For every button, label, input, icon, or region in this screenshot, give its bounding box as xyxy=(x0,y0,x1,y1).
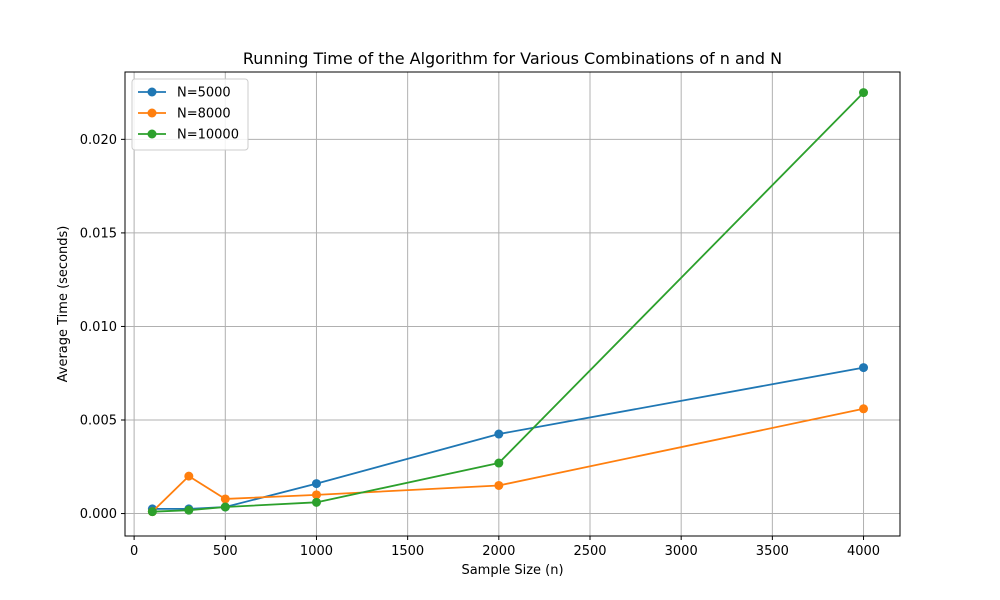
legend-box xyxy=(131,78,249,151)
data-point xyxy=(220,502,230,512)
data-point xyxy=(220,494,230,504)
legend-item: N=10000 xyxy=(138,128,239,143)
grid xyxy=(125,72,900,536)
plot-area-frame xyxy=(124,71,901,537)
legend-marker xyxy=(147,129,157,139)
x-tick-label: 1500 xyxy=(391,544,424,559)
x-axis-ticks: 0 500 1000 1500 2000 2500 3000 3500 4000 xyxy=(130,536,880,559)
x-tick-label: 2500 xyxy=(573,544,606,559)
series-line xyxy=(151,407,864,513)
legend: N=5000 N=8000 N=10000 xyxy=(131,78,249,151)
data-point xyxy=(147,507,157,517)
data-point xyxy=(859,404,869,414)
legend-item: N=8000 xyxy=(138,107,231,122)
y-axis-label: Average Time (seconds) xyxy=(56,226,71,383)
series-n-5000 xyxy=(147,363,869,514)
x-tick-label: 2000 xyxy=(482,544,515,559)
data-point xyxy=(311,479,321,489)
y-tick-label: 0.015 xyxy=(80,226,117,241)
legend-label: N=5000 xyxy=(177,86,231,101)
legend-item: N=5000 xyxy=(138,86,231,101)
chart-title: Running Time of the Algorithm for Variou… xyxy=(243,49,782,68)
series-n-10000 xyxy=(147,88,869,517)
x-tick-label: 4000 xyxy=(847,544,880,559)
legend-label: N=10000 xyxy=(177,128,239,143)
x-tick-label: 1000 xyxy=(300,544,333,559)
data-point xyxy=(311,497,321,507)
y-tick-label: 0.005 xyxy=(80,414,117,429)
x-tick-label: 500 xyxy=(213,544,238,559)
x-axis-label: Sample Size (n) xyxy=(461,563,563,578)
x-tick-label: 3000 xyxy=(665,544,698,559)
data-point xyxy=(494,458,504,468)
legend-label: N=8000 xyxy=(177,107,231,122)
series-n-8000 xyxy=(147,404,869,517)
series-line xyxy=(152,366,864,510)
legend-marker xyxy=(147,108,157,118)
legend-marker xyxy=(147,87,157,97)
y-tick-label: 0.000 xyxy=(80,507,117,522)
data-point xyxy=(859,363,869,373)
data-point xyxy=(184,505,194,515)
x-tick-label: 3500 xyxy=(756,544,789,559)
data-point xyxy=(494,429,504,439)
data-point xyxy=(311,490,321,500)
series-line xyxy=(152,91,865,513)
y-axis-ticks: 0.000 0.005 0.010 0.015 0.020 xyxy=(80,133,125,522)
data-point xyxy=(494,480,504,490)
y-tick-label: 0.010 xyxy=(80,320,117,335)
y-tick-label: 0.020 xyxy=(80,133,117,148)
data-point xyxy=(184,471,194,481)
series-group xyxy=(147,88,869,517)
data-point xyxy=(859,88,869,98)
x-tick-label: 0 xyxy=(130,544,138,559)
